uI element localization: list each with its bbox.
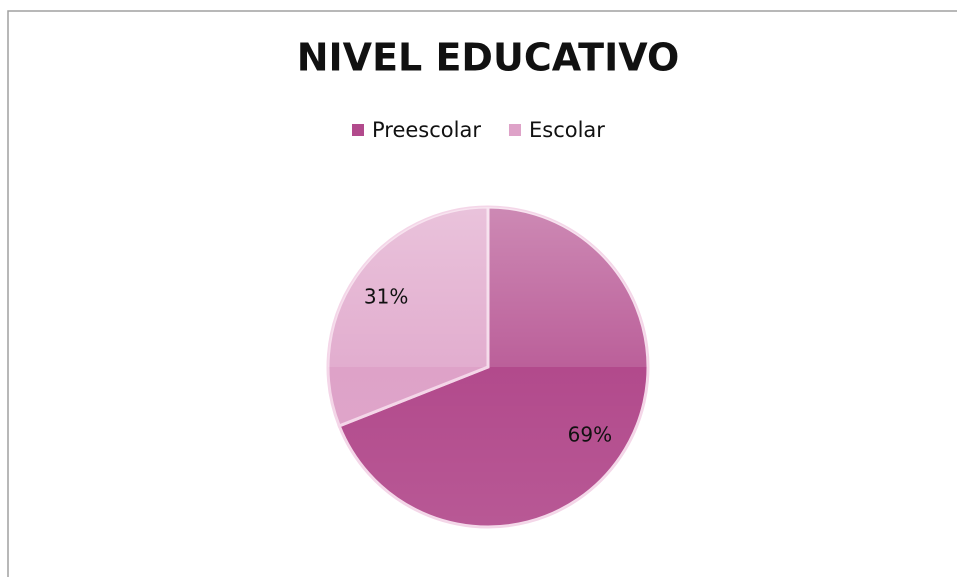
frame — [7, 10, 957, 577]
legend-marker — [508, 124, 521, 136]
legend-marker — [352, 124, 364, 136]
legend-label: Preescolar — [372, 118, 481, 142]
data-label: 31% — [364, 284, 408, 308]
chart-title: NIVEL EDUCATIVO — [297, 36, 680, 80]
legend-label: Escolar — [529, 118, 605, 142]
data-label: 69% — [568, 423, 612, 447]
